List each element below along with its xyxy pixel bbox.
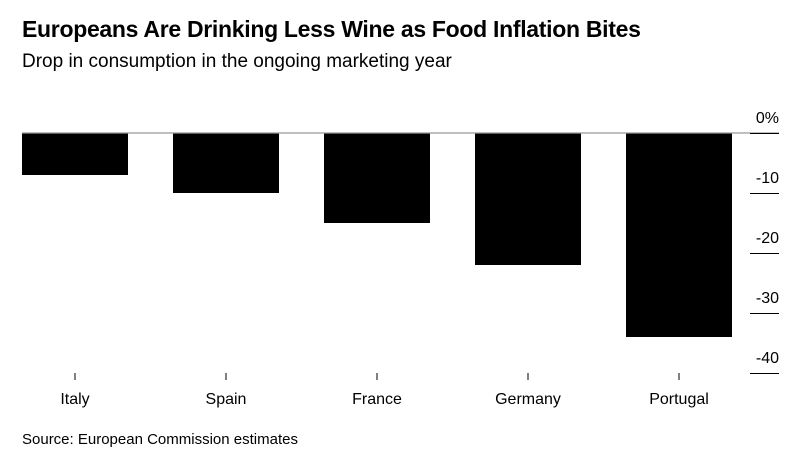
y-tick-label: -30	[756, 290, 779, 307]
chart-title: Europeans Are Drinking Less Wine as Food…	[22, 16, 641, 42]
y-tick-label: -20	[756, 230, 779, 247]
x-tick-label: Germany	[495, 391, 561, 408]
source-note: Source: European Commission estimates	[22, 431, 298, 448]
x-tick-label: Portugal	[649, 391, 709, 408]
chart-subtitle: Drop in consumption in the ongoing marke…	[22, 51, 452, 72]
x-tick-label: Italy	[60, 391, 89, 408]
y-tick-label: 0%	[756, 110, 779, 127]
y-tick-label: -10	[756, 170, 779, 187]
bar-portugal	[626, 133, 732, 337]
bar-france	[324, 133, 430, 223]
bar-germany	[475, 133, 581, 265]
bar-spain	[173, 133, 279, 193]
x-tick-label: Spain	[206, 391, 247, 408]
y-tick-label: -40	[756, 350, 779, 367]
x-tick-label: France	[352, 391, 402, 408]
bar-italy	[22, 133, 128, 175]
